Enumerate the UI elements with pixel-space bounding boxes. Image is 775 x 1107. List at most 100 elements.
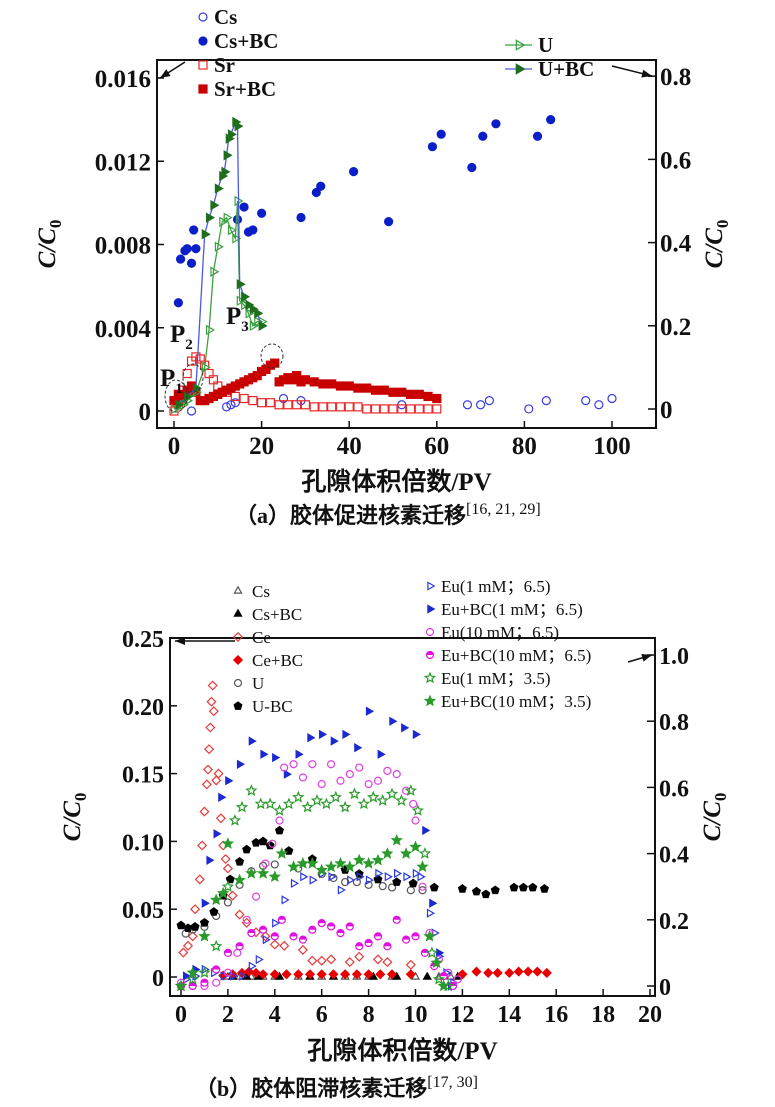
data-point bbox=[204, 744, 215, 755]
data-point bbox=[258, 836, 268, 846]
data-point bbox=[328, 969, 339, 980]
data-point-fill bbox=[278, 916, 286, 920]
data-point bbox=[225, 776, 234, 786]
data-point bbox=[230, 398, 240, 408]
data-point bbox=[376, 794, 389, 806]
data-point bbox=[221, 402, 232, 412]
data-point bbox=[212, 978, 221, 987]
data-point bbox=[326, 760, 336, 769]
data-point bbox=[375, 969, 386, 980]
data-point bbox=[483, 967, 494, 978]
y-left-tick-label: 0.016 bbox=[95, 66, 151, 93]
y-left-tick-label: 0.15 bbox=[122, 763, 164, 789]
data-point bbox=[289, 760, 298, 769]
data-point bbox=[337, 885, 346, 895]
data-point bbox=[309, 377, 319, 387]
data-point bbox=[207, 680, 218, 691]
data-point bbox=[397, 404, 407, 414]
data-point bbox=[386, 969, 398, 980]
y-left-tick-label: 0.004 bbox=[95, 316, 152, 343]
x-tick-label: 16 bbox=[544, 1002, 568, 1028]
data-point-fill bbox=[336, 929, 344, 934]
y-left-tick-label: 0.25 bbox=[122, 627, 164, 653]
data-point bbox=[335, 402, 346, 412]
peak-circle-p2 bbox=[182, 363, 204, 393]
data-point bbox=[301, 800, 314, 813]
legend-label-Ce: Ce bbox=[252, 628, 271, 647]
data-point bbox=[437, 979, 450, 992]
data-point-fill bbox=[247, 929, 255, 934]
data-point bbox=[481, 889, 491, 899]
legend-label-Ce+BC: Ce+BC bbox=[252, 651, 303, 670]
legend-label-Cs+BC: Cs+BC bbox=[214, 29, 278, 53]
data-point bbox=[406, 886, 415, 895]
data-point bbox=[504, 967, 515, 978]
data-point bbox=[431, 928, 440, 938]
data-point bbox=[254, 316, 264, 327]
data-point bbox=[356, 872, 365, 882]
x-tick-label: 18 bbox=[591, 1002, 615, 1028]
data-point bbox=[198, 966, 211, 978]
data-point bbox=[471, 966, 482, 977]
y-left-tick-label: 0.20 bbox=[122, 695, 164, 721]
data-point bbox=[229, 971, 238, 981]
legend-marker bbox=[198, 60, 208, 70]
data-point bbox=[268, 839, 277, 848]
series-Eu+BC(1 mM；6.5) bbox=[183, 706, 457, 991]
plot-frame bbox=[156, 59, 657, 429]
data-point bbox=[236, 278, 246, 290]
data-point-fill bbox=[365, 939, 373, 943]
data-point bbox=[199, 917, 210, 927]
data-point bbox=[541, 395, 551, 406]
legend-label-U: U bbox=[252, 674, 264, 693]
data-point bbox=[371, 853, 385, 866]
data-point bbox=[213, 829, 222, 839]
data-point bbox=[362, 404, 372, 414]
data-point bbox=[292, 790, 305, 803]
data-point bbox=[245, 308, 255, 319]
legend-label-Cs: Cs bbox=[252, 582, 270, 601]
data-point bbox=[457, 884, 467, 893]
data-point bbox=[300, 375, 310, 385]
chart-panel-a: 0 20 40 60 80 10000.0040.0080.0120.01600.20.4… bbox=[34, 5, 732, 528]
data-point bbox=[405, 404, 416, 414]
series-Cs+BC bbox=[173, 115, 556, 308]
data-point bbox=[539, 884, 550, 893]
data-point bbox=[532, 131, 543, 141]
data-point bbox=[405, 389, 416, 399]
y-axis-label-subscript: 0 bbox=[46, 220, 65, 229]
data-point bbox=[518, 882, 528, 892]
data-point bbox=[370, 404, 381, 414]
data-point bbox=[453, 975, 462, 984]
data-point bbox=[227, 129, 237, 140]
data-point bbox=[365, 875, 374, 885]
x-tick-label: 10 bbox=[404, 1002, 428, 1028]
data-point bbox=[211, 775, 222, 786]
data-point bbox=[370, 385, 381, 395]
data-point bbox=[201, 229, 211, 240]
legend-label-Eu+BC(10 mM；3.5): Eu+BC(10 mM；3.5) bbox=[441, 692, 591, 711]
peak-annotation-subscript: 3 bbox=[241, 319, 249, 335]
data-point bbox=[405, 969, 416, 980]
data-point bbox=[414, 389, 424, 399]
data-point bbox=[412, 729, 421, 740]
series-Eu(1 mM；6.5) bbox=[183, 868, 459, 988]
legend-marker bbox=[198, 84, 208, 94]
data-point bbox=[318, 379, 328, 389]
data-point bbox=[307, 733, 316, 743]
data-point bbox=[234, 120, 244, 132]
data-point bbox=[426, 908, 435, 918]
data-point bbox=[594, 400, 604, 410]
data-point bbox=[258, 969, 269, 980]
data-point bbox=[249, 303, 259, 315]
data-point bbox=[405, 959, 416, 970]
data-point bbox=[192, 382, 202, 394]
data-point bbox=[279, 940, 290, 951]
data-point-fill bbox=[200, 979, 208, 983]
x-tick-label: 20 bbox=[249, 433, 274, 460]
data-point bbox=[422, 825, 431, 836]
data-point bbox=[261, 859, 270, 868]
data-point bbox=[336, 776, 345, 785]
legend-label-U+BC: U+BC bbox=[538, 57, 594, 81]
